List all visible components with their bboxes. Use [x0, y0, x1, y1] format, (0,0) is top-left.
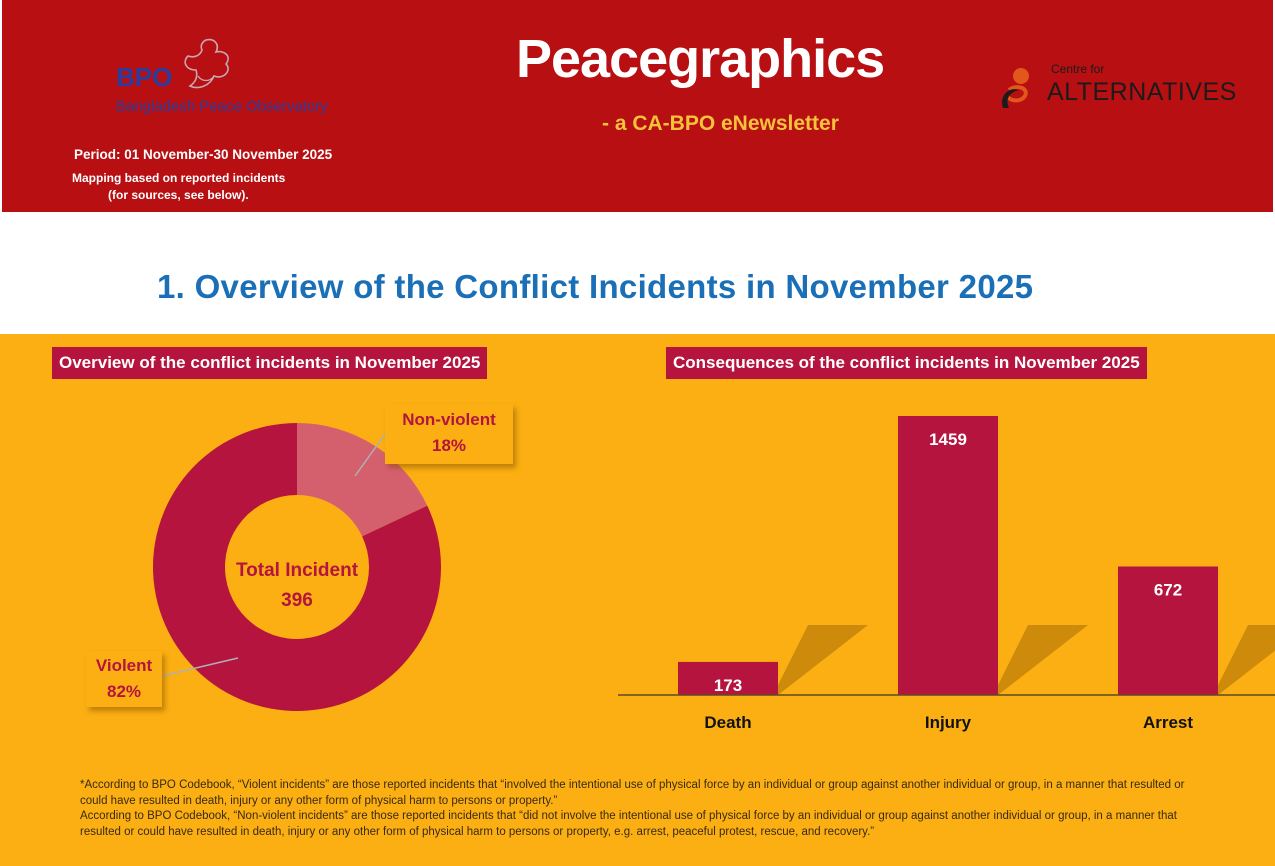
total-incident-label: Total Incident — [235, 560, 359, 581]
bar-chart-title: Consequences of the conflict incidents i… — [666, 347, 1147, 379]
nonviolent-callout: Non-violent 18% — [385, 404, 513, 464]
bar-injury — [898, 416, 998, 695]
incident-donut-chart — [153, 423, 442, 711]
newsletter-header: BPO Bangladesh Peace Observatory Peacegr… — [2, 0, 1273, 212]
codebook-footnote: *According to BPO Codebook, “Violent inc… — [80, 778, 1210, 840]
donut-center-label: Total Incident 396 — [222, 556, 372, 616]
mapping-note-line-1: Mapping based on reported incidents — [72, 171, 286, 185]
bar-death — [678, 661, 778, 695]
mapping-note-line-2: (for sources, see below). — [108, 188, 249, 202]
bar-arrest — [1118, 566, 1218, 695]
category-label-injury: Injury — [925, 713, 972, 732]
category-label-death: Death — [704, 713, 751, 732]
bar-shadow-death — [778, 625, 868, 695]
bpo-full-name: Bangladesh Peace Observatory — [116, 98, 328, 115]
ca-small-text: Centre for — [1051, 62, 1105, 76]
nonviolent-definition: According to BPO Codebook, “Non-violent … — [80, 810, 1177, 838]
violent-definition: *According to BPO Codebook, “Violent inc… — [80, 779, 1185, 807]
nonviolent-label: Non-violent — [402, 410, 496, 429]
bar-value-label-arrest: 672 — [1154, 580, 1182, 599]
nonviolent-percent: 18% — [431, 436, 467, 455]
mapping-note: Mapping based on reported incidents (for… — [72, 170, 285, 204]
donut-slice-non-violent — [297, 423, 428, 537]
bar-value-label-injury: 1459 — [929, 430, 967, 449]
reporting-period: Period: 01 November-30 November 2025 — [74, 147, 333, 162]
bar-shadow-injury — [998, 625, 1088, 695]
bpo-logo: BPO Bangladesh Peace Observatory — [112, 36, 362, 126]
violent-percent: 82% — [106, 682, 142, 701]
violent-label: Violent — [95, 656, 153, 675]
donut-chart-title: Overview of the conflict incidents in No… — [52, 347, 488, 379]
donut-slice-violent — [153, 423, 442, 711]
category-label-arrest: Arrest — [1143, 713, 1193, 732]
violent-callout: Violent 82% — [86, 651, 162, 707]
bar-value-label-death: 173 — [714, 676, 742, 695]
bpo-abbreviation: BPO — [116, 62, 173, 92]
total-incident-value: 396 — [281, 590, 313, 611]
bar-shadow-arrest — [1218, 625, 1275, 695]
newsletter-subtitle: - a CA-BPO eNewsletter — [602, 112, 839, 135]
newsletter-title: Peacegraphics — [516, 29, 885, 89]
centre-for-alternatives-logo: Centre for ALTERNATIVES — [997, 58, 1236, 118]
dove-icon — [184, 38, 229, 89]
ca-name: ALTERNATIVES — [1047, 78, 1237, 106]
ca-logo-mark-icon — [1002, 68, 1029, 108]
consequences-bar-chart: 173 Death 1459 Injury 672 Arrest — [618, 416, 1275, 732]
section-title: 1. Overview of the Conflict Incidents in… — [157, 268, 1034, 305]
